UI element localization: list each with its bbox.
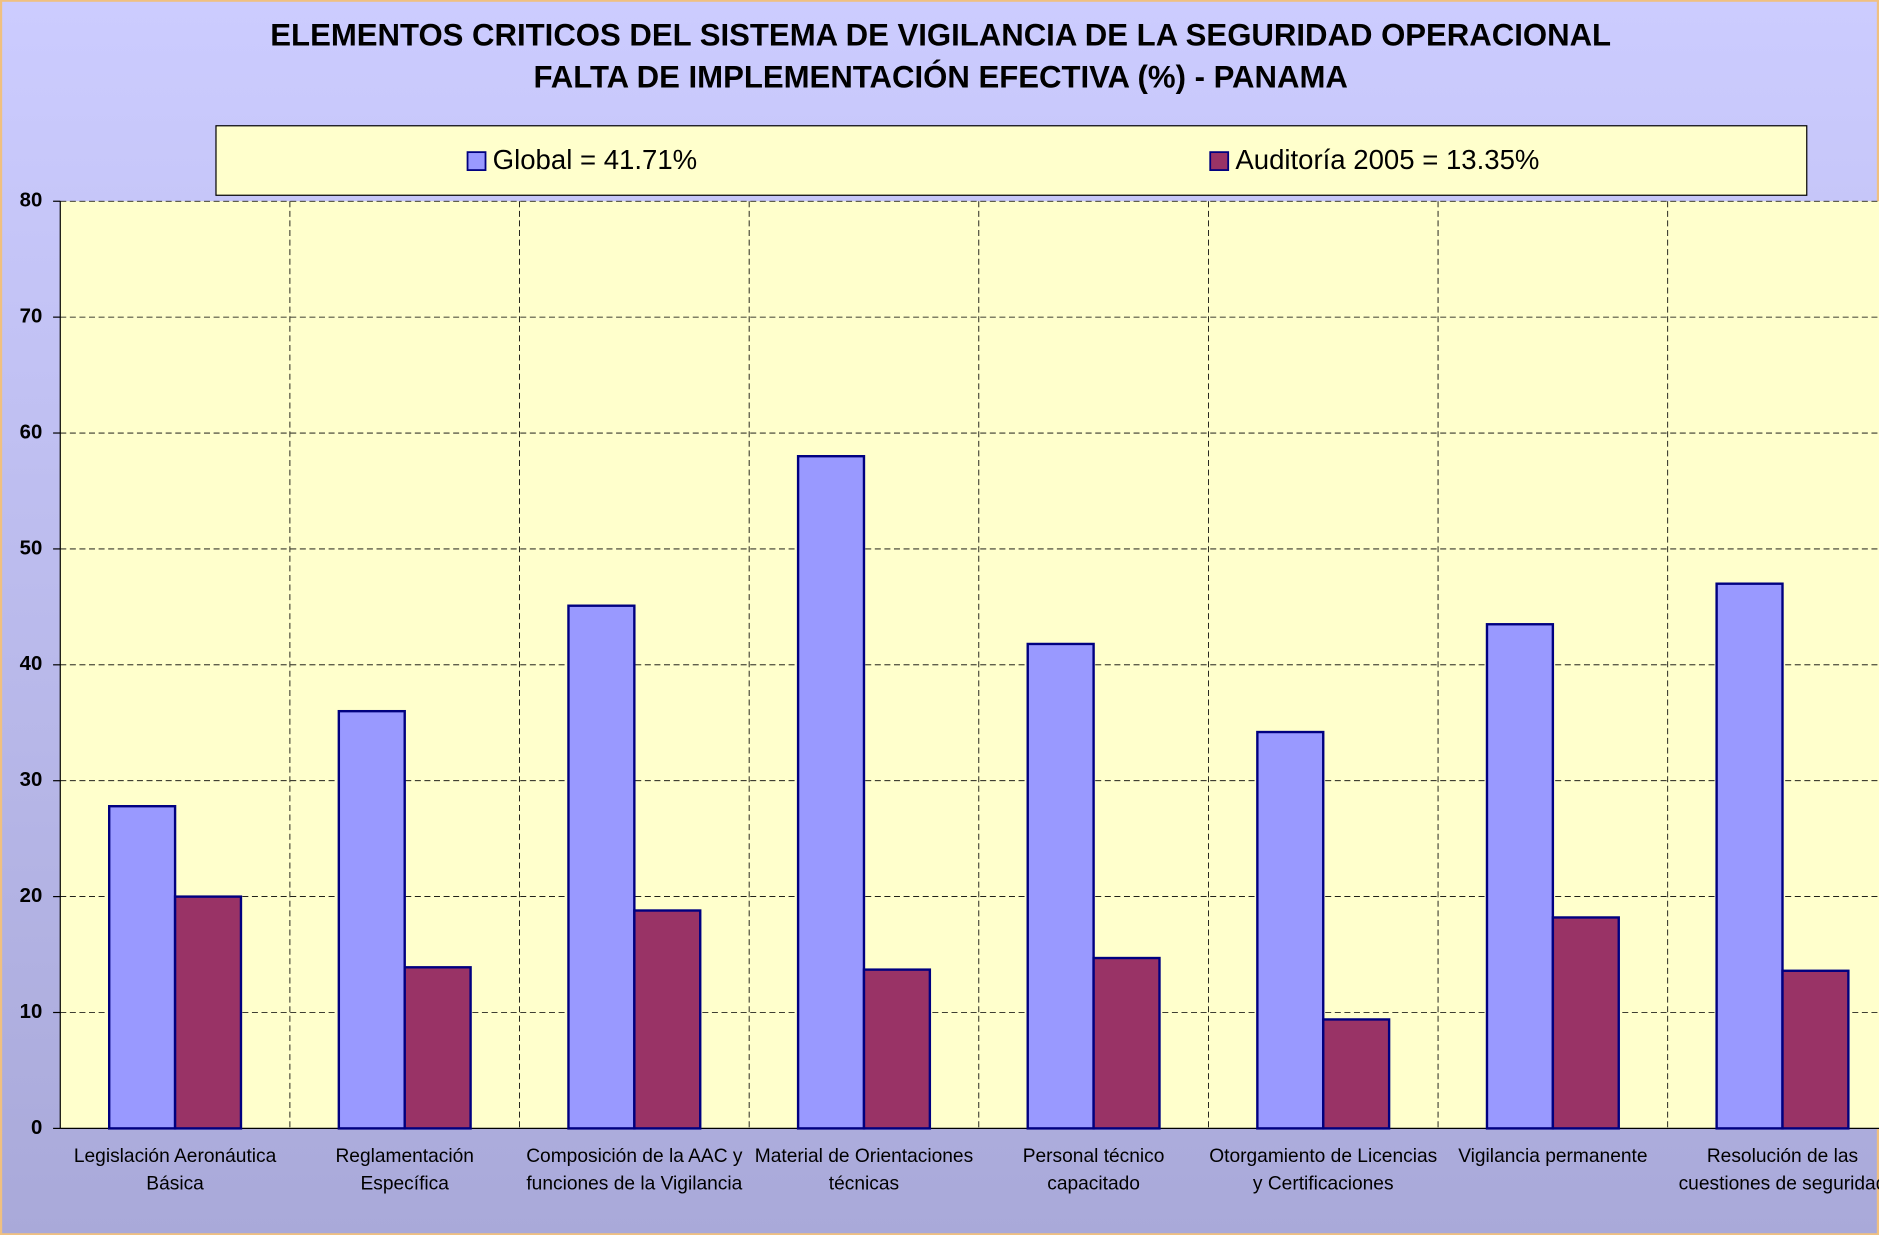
x-tick-label: Composición de la AAC y funciones de la … <box>526 1146 743 1195</box>
bar <box>862 968 932 1130</box>
bar <box>1026 642 1095 1130</box>
x-tick-label: Material de Orientaciones técnicas <box>754 1146 974 1195</box>
bar <box>1715 582 1784 1130</box>
x-tick-label-box: Material de Orientaciones técnicas <box>754 1146 974 1195</box>
legend-label: Auditoría 2005 = 13.35% <box>1235 144 1539 175</box>
y-tick-label: 0 <box>31 1117 42 1139</box>
x-tick-label: Vigilancia permanente <box>1458 1146 1648 1167</box>
x-tick-label-box: Personal técnico capacitado <box>1022 1146 1165 1195</box>
bar <box>1551 916 1620 1130</box>
y-tick-label: 20 <box>20 885 43 907</box>
x-tick-label: Otorgamiento de Licencias y Certificacio… <box>1209 1146 1438 1195</box>
bar <box>173 895 243 1130</box>
y-tick-label: 70 <box>20 306 43 328</box>
bar <box>567 604 636 1130</box>
legend-label: Global = 41.71% <box>493 144 697 175</box>
x-tick-label: Legislación Aeronáutica Básica <box>73 1146 277 1195</box>
x-tick-label-box: Legislación Aeronáutica Básica <box>73 1146 277 1195</box>
x-tick-label: Resolución de las cuestiones de segurida… <box>1678 1146 1879 1195</box>
x-tick-label-box: Vigilancia permanente <box>1458 1146 1648 1167</box>
y-tick-label: 30 <box>20 769 43 791</box>
bar <box>1322 1018 1391 1130</box>
y-tick-label: 10 <box>20 1001 43 1023</box>
y-tick-label: 60 <box>20 421 43 443</box>
bar <box>633 909 702 1130</box>
bar <box>1256 730 1325 1130</box>
bar <box>108 805 177 1130</box>
bar <box>337 709 406 1130</box>
x-tick-label: Personal técnico capacitado <box>1022 1146 1165 1195</box>
x-tick-label: Reglamentación Específica <box>335 1146 474 1195</box>
bar <box>1781 969 1850 1130</box>
bar <box>1092 956 1161 1130</box>
y-tick-label: 50 <box>20 537 43 559</box>
y-tick-label: 80 <box>20 190 43 212</box>
bar <box>403 966 472 1130</box>
bar <box>796 455 866 1130</box>
x-tick-label-box: Reglamentación Específica <box>335 1146 474 1195</box>
legend-swatch <box>1209 151 1230 171</box>
x-tick-label-box: Resolución de las cuestiones de segurida… <box>1678 1146 1879 1195</box>
legend-swatch <box>466 151 487 171</box>
chart-title: ELEMENTOS CRITICOS DEL SISTEMA DE VIGILA… <box>270 17 1611 52</box>
legend-box <box>215 125 1808 196</box>
x-tick-label-box: Otorgamiento de Licencias y Certificacio… <box>1209 1146 1438 1195</box>
bar <box>1485 623 1555 1130</box>
chart-subtitle: FALTA DE IMPLEMENTACIÓN EFECTIVA (%) - P… <box>534 58 1348 94</box>
y-tick-label: 40 <box>20 653 43 675</box>
x-tick-label-box: Composición de la AAC y funciones de la … <box>526 1146 743 1195</box>
